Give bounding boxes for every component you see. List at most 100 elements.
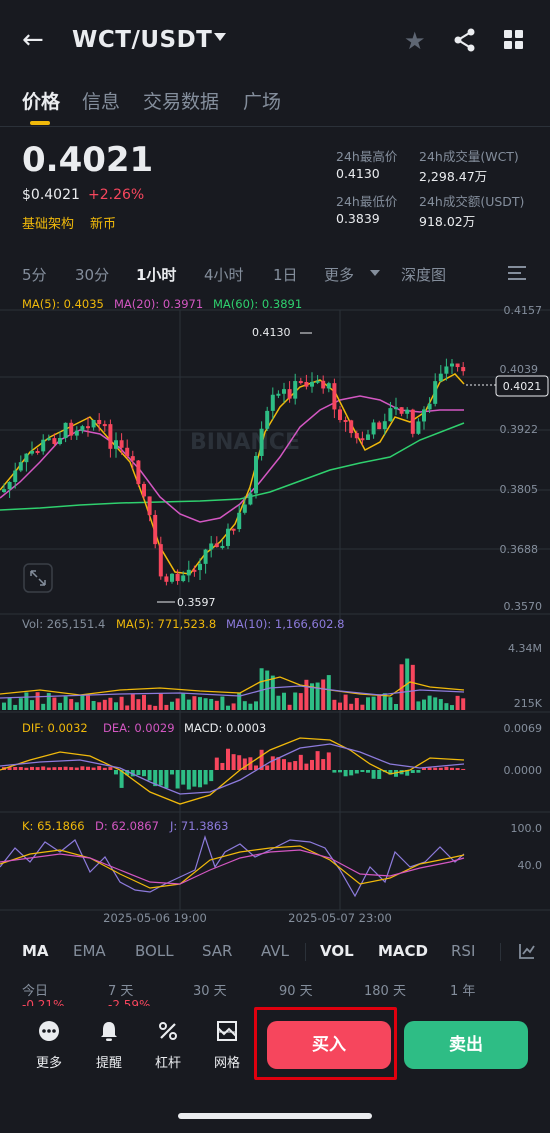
kline-chart[interactable]: BINANCE MA(5): 0.4035 MA(20): 0.3971 MA(… bbox=[0, 292, 550, 932]
macd-bar bbox=[349, 770, 354, 776]
tab-square[interactable]: 广场 bbox=[243, 91, 282, 113]
candle bbox=[164, 576, 169, 582]
kdj-d-line bbox=[0, 849, 465, 885]
indicator-rsi[interactable]: RSI bbox=[451, 942, 476, 960]
buy-button[interactable]: 买入 bbox=[267, 1021, 391, 1069]
indicator-macd[interactable]: MACD bbox=[378, 942, 428, 960]
interval-more[interactable]: 更多 bbox=[324, 266, 355, 284]
alert-button[interactable]: 提醒 bbox=[84, 1020, 134, 1071]
share-icon[interactable] bbox=[452, 27, 478, 53]
candle bbox=[265, 410, 270, 429]
price-axis-label: 0.3805 bbox=[500, 483, 539, 496]
alert-label: 提醒 bbox=[95, 1056, 122, 1071]
volume-bar bbox=[360, 704, 365, 710]
more-caret-icon[interactable] bbox=[370, 270, 380, 276]
grid-label: 网格 bbox=[213, 1056, 240, 1071]
interval-1d[interactable]: 1日 bbox=[273, 266, 298, 284]
macd-bar bbox=[270, 756, 275, 770]
candle bbox=[74, 430, 79, 436]
indicator-sar[interactable]: SAR bbox=[202, 942, 233, 960]
macd-bar bbox=[86, 766, 90, 770]
volume-bar bbox=[248, 703, 253, 710]
indicator-divider bbox=[500, 943, 501, 961]
interval-30m[interactable]: 30分 bbox=[75, 266, 110, 284]
back-arrow-icon[interactable]: ← bbox=[22, 25, 44, 55]
macd-bar bbox=[58, 767, 62, 770]
macd-bar bbox=[410, 770, 415, 774]
price-axis-label: 0.4039 bbox=[500, 363, 539, 376]
indicator-avl[interactable]: AVL bbox=[261, 942, 289, 960]
home-indicator bbox=[178, 1113, 372, 1119]
candle bbox=[461, 367, 466, 372]
volume-bar bbox=[125, 705, 130, 710]
price-axis-label: 0.3688 bbox=[500, 543, 539, 556]
usd-price: $0.4021 bbox=[22, 187, 80, 203]
candle bbox=[58, 437, 62, 444]
grid-menu-icon[interactable] bbox=[504, 30, 524, 50]
volume-bar bbox=[2, 702, 6, 710]
leverage-button[interactable]: 杠杆 bbox=[143, 1020, 193, 1071]
sell-button[interactable]: 卖出 bbox=[404, 1021, 528, 1069]
interval-1h[interactable]: 1小时 bbox=[136, 266, 177, 284]
macd-bar bbox=[80, 766, 85, 770]
candle bbox=[237, 512, 242, 530]
stat-amount-value: 918.02万 bbox=[419, 214, 476, 229]
volume-bar bbox=[438, 699, 443, 710]
candle bbox=[153, 514, 158, 545]
ma60-legend: MA(60): 0.3891 bbox=[213, 297, 302, 311]
candle bbox=[220, 545, 225, 548]
ma20-legend: MA(20): 0.3971 bbox=[114, 297, 203, 311]
macd-bar bbox=[91, 767, 96, 770]
macd-bar bbox=[226, 748, 230, 770]
grid-trading-button[interactable]: 网格 bbox=[202, 1020, 252, 1071]
pair-dropdown-icon[interactable] bbox=[214, 33, 226, 41]
candle bbox=[125, 447, 130, 457]
candle bbox=[405, 409, 410, 414]
macd-bar bbox=[321, 759, 326, 770]
macd-bar bbox=[147, 770, 152, 781]
indicator-boll[interactable]: BOLL bbox=[135, 942, 174, 960]
chart-settings-icon[interactable] bbox=[508, 265, 526, 281]
macd-bar bbox=[198, 770, 202, 788]
tab-trading-data[interactable]: 交易数据 bbox=[143, 91, 220, 113]
candle bbox=[18, 462, 23, 471]
volume-ma10-line bbox=[0, 685, 465, 699]
volume-bar bbox=[326, 675, 331, 710]
candle bbox=[13, 470, 18, 482]
candle bbox=[394, 407, 398, 410]
volume-bar bbox=[265, 670, 270, 710]
stat-low-value: 0.3839 bbox=[336, 211, 380, 226]
interval-4h[interactable]: 4小时 bbox=[204, 266, 244, 284]
indicator-ma[interactable]: MA bbox=[22, 942, 49, 960]
volume-bar bbox=[13, 704, 18, 710]
candle bbox=[338, 409, 342, 420]
indicator-vol[interactable]: VOL bbox=[320, 942, 354, 960]
volume-bar bbox=[315, 682, 320, 710]
interval-depth[interactable]: 深度图 bbox=[401, 266, 447, 284]
volume-bar bbox=[231, 703, 236, 710]
ma5-legend: MA(5): 0.4035 bbox=[22, 297, 104, 311]
more-button[interactable]: 更多 bbox=[24, 1020, 74, 1071]
stat-high-value: 0.4130 bbox=[336, 166, 380, 181]
candle bbox=[433, 381, 438, 404]
tab-info[interactable]: 信息 bbox=[82, 91, 121, 113]
interval-5m[interactable]: 5分 bbox=[22, 266, 47, 284]
volume-bar bbox=[366, 697, 370, 710]
expand-chart-icon[interactable] bbox=[23, 563, 53, 593]
candle bbox=[276, 393, 281, 396]
volume-bar bbox=[46, 693, 51, 710]
macd-bar bbox=[209, 770, 214, 782]
pair-title[interactable]: WCT/USDT bbox=[72, 27, 213, 53]
macd-bar bbox=[7, 767, 12, 770]
indicator-ema[interactable]: EMA bbox=[73, 942, 106, 960]
indicator-settings-icon[interactable] bbox=[518, 942, 536, 960]
tag-infrastructure[interactable]: 基础架构 bbox=[22, 217, 75, 232]
kdj-d-legend: D: 62.0867 bbox=[95, 819, 159, 833]
star-icon[interactable]: ★ bbox=[404, 27, 426, 55]
tag-new-coin[interactable]: 新币 bbox=[90, 217, 117, 232]
macd-dea-line bbox=[0, 743, 465, 795]
low-price-marker: 0.3597 bbox=[177, 596, 216, 609]
kdj-axis-label: 40.0 bbox=[518, 859, 543, 872]
macd-bar bbox=[18, 767, 23, 770]
tab-price[interactable]: 价格 bbox=[22, 91, 61, 113]
